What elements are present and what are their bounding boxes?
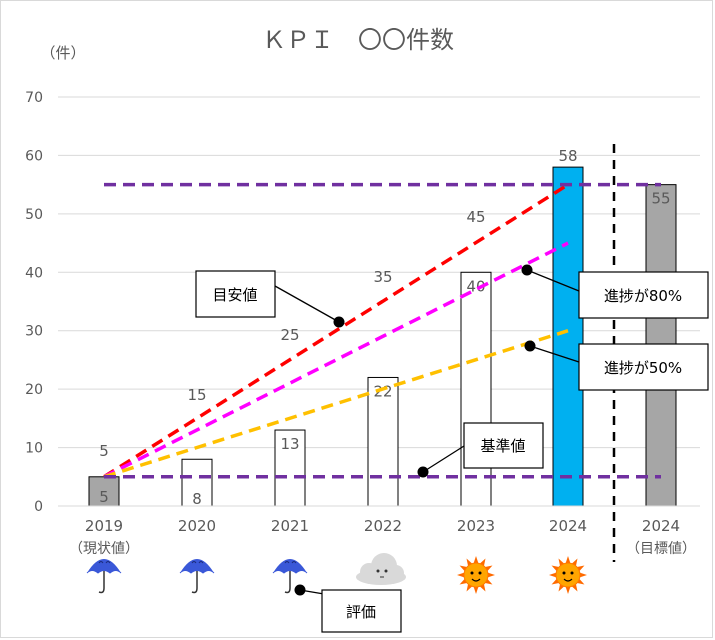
callout-leader [526, 269, 580, 292]
callout-dot [333, 316, 345, 328]
bar-value-label: 13 [280, 435, 299, 453]
y-tick-label: 10 [25, 441, 43, 457]
target-labels: 5 15 25 35 45 [99, 208, 485, 460]
callout-label: 目安値 [212, 286, 257, 304]
callout: 評価 [294, 584, 402, 633]
target-value-label: 45 [466, 208, 485, 226]
callout: 進捗が50% [524, 340, 709, 391]
target-value-label: 35 [373, 268, 392, 286]
target-value-label: 15 [187, 386, 206, 404]
x-tick-year: 2023 [457, 517, 495, 535]
callout-dot [417, 466, 429, 478]
callout-dot [521, 264, 533, 276]
bar [367, 376, 399, 507]
bar [274, 429, 306, 507]
x-tick-year: 2024 [549, 517, 587, 535]
x-tick-year: 2019 [85, 517, 123, 535]
callout-leader [274, 285, 340, 323]
callout-label: 評価 [346, 603, 376, 621]
rain-umbrella-icon [272, 559, 308, 594]
bar-value-label: 5 [99, 488, 109, 506]
sun-icon [549, 556, 587, 594]
bar-value-label: 55 [651, 190, 670, 208]
x-tick-note: （目標値） [626, 541, 696, 557]
progress-lines [103, 182, 661, 479]
callout-label: 基準値 [480, 437, 525, 455]
callout-dot [294, 584, 306, 596]
bar-value-label: 8 [192, 490, 202, 508]
callout-leader [529, 345, 580, 363]
callout-box [195, 270, 276, 318]
callout-leader [422, 445, 465, 473]
y-tick-label: 30 [25, 324, 43, 340]
bar [460, 271, 492, 507]
callout: 基準値 [417, 422, 544, 478]
progress-line [103, 329, 569, 479]
callout-box [578, 271, 709, 319]
y-tick-label: 60 [25, 148, 43, 164]
target-value-label: 25 [280, 326, 299, 344]
bar-value-label: 22 [373, 382, 392, 400]
progress-line [103, 183, 569, 479]
rain-umbrella-icon [179, 559, 215, 594]
x-tick-note: （現状値） [69, 541, 139, 557]
rain-umbrella-icon [86, 559, 122, 594]
bar-value-label: 40 [466, 277, 485, 295]
callout-box [463, 422, 544, 469]
x-tick-year: 2021 [271, 517, 309, 535]
x-axis-labels: 2019 （現状値） 2020 2021 2022 2023 2024 2024 （目標値） [69, 517, 696, 557]
callout-box [321, 589, 402, 633]
cloud-icon [356, 553, 406, 585]
x-tick-year: 2024 [642, 517, 680, 535]
y-axis-unit: （件） [40, 44, 85, 62]
target-value-label: 5 [99, 442, 109, 460]
y-axis-ticks: 0 10 20 30 40 50 60 70 [25, 90, 43, 515]
y-tick-label: 40 [25, 265, 43, 281]
y-tick-label: 70 [25, 90, 43, 106]
y-tick-label: 20 [25, 382, 43, 398]
callout-dot [524, 340, 536, 352]
callout-box [578, 343, 709, 391]
x-tick-year: 2020 [178, 517, 216, 535]
progress-line [103, 241, 569, 479]
callout-label: 進捗が50% [604, 359, 682, 377]
callout-label: 進捗が80% [604, 287, 682, 305]
bar [181, 458, 213, 507]
y-tick-label: 50 [25, 207, 43, 223]
y-tick-label: 0 [34, 499, 43, 515]
bar-value-label: 58 [558, 147, 577, 165]
chart-title: ＫＰＩ 〇〇件数 [262, 26, 454, 54]
weather-icons [86, 553, 587, 594]
callout: 進捗が80% [521, 264, 709, 319]
bar [552, 166, 584, 507]
x-tick-year: 2022 [364, 517, 402, 535]
callout: 目安値 [195, 270, 345, 328]
sun-icon [457, 556, 495, 594]
